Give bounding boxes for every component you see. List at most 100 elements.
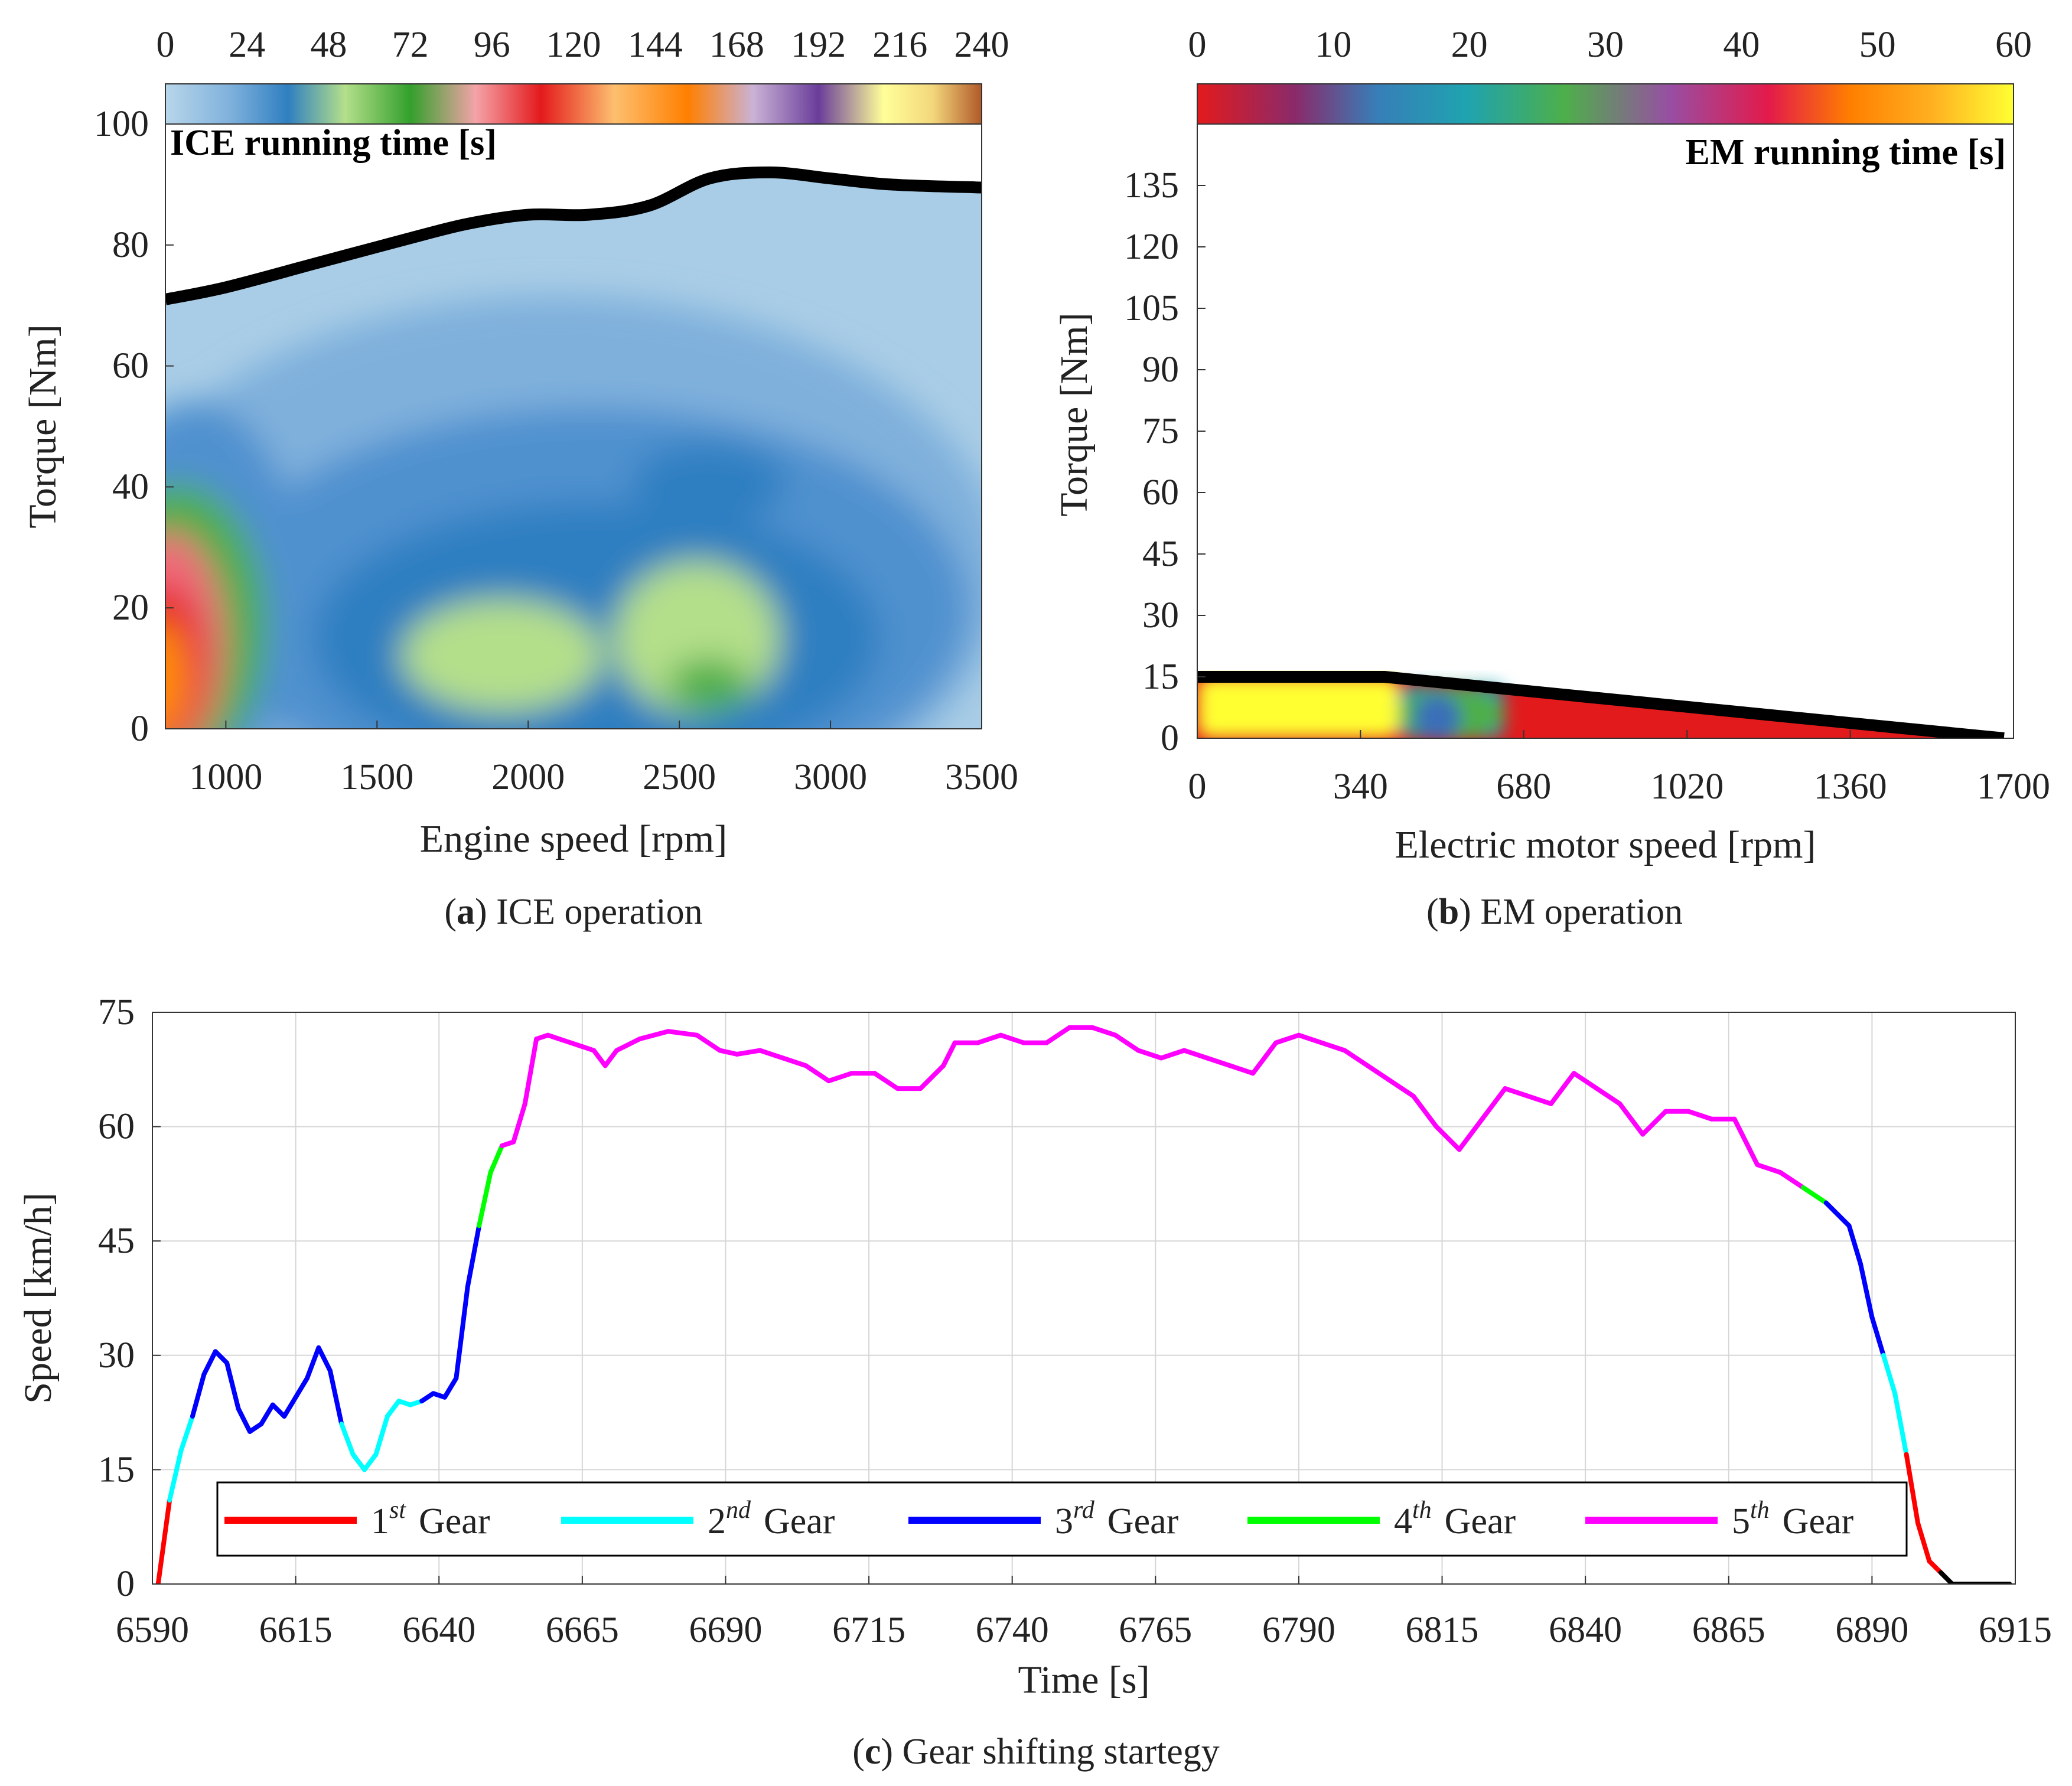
x-ticks-c: 6590 6615 6640 6665 6690 6715 6740 6765 6790 6815…	[116, 1576, 2052, 1650]
speed-segment-gear-2	[350, 1452, 367, 1472]
x-tick-label-a: 3000	[794, 757, 867, 797]
caption-c-paren-close: )	[881, 1732, 902, 1772]
x-tick-label-a: 1000	[189, 757, 262, 797]
speed-segment-gear-3	[236, 1406, 252, 1434]
speed-segment-gear-5	[1113, 1032, 1141, 1053]
y-tick-label-b: 120	[1124, 227, 1179, 267]
caption-c-paren-open: (	[852, 1732, 865, 1772]
x-tick-label-c: 6590	[116, 1610, 189, 1650]
x-tick-label-b: 1700	[1977, 767, 2050, 807]
x-label-c: Time [s]	[1018, 1658, 1149, 1702]
speed-segment-gear-3	[305, 1345, 321, 1381]
speed-segment-gear-3	[442, 1376, 459, 1400]
speed-segment-gear-5	[1732, 1116, 1760, 1168]
colorbar-a-tick-label: 120	[546, 25, 601, 65]
speed-segment-gear-5	[522, 1037, 539, 1106]
speed-segment-gear-1	[1927, 1559, 1943, 1575]
speed-segment-gear-5	[1342, 1048, 1370, 1068]
colorbar-b	[1197, 83, 2014, 125]
y-tick-label-a: 40	[112, 467, 149, 507]
speed-segment-gear-2	[167, 1448, 184, 1503]
speed-segment-gear-2	[373, 1414, 390, 1457]
contour-upper-blob	[632, 443, 786, 526]
x-tick-label-c: 6715	[832, 1610, 905, 1650]
legend-ordinal: 3	[1055, 1501, 1073, 1541]
speed-segment-gear-5	[1388, 1078, 1416, 1099]
y-tick-label-a: 20	[112, 588, 149, 628]
caption-b-text: EM operation	[1480, 892, 1683, 932]
x-tick-label-a: 2000	[491, 757, 565, 797]
y-tick-label-b: 75	[1142, 411, 1179, 451]
colorbar-a-tick-label: 48	[310, 25, 347, 65]
speed-segment-gear-5	[1273, 1032, 1301, 1045]
x-label-a: Engine speed [rpm]	[420, 817, 728, 861]
caption-c-letter: c	[865, 1732, 881, 1772]
colorbar-a-tick-label: 72	[392, 25, 429, 65]
legend-gear-word: Gear	[1445, 1501, 1516, 1541]
speed-segment-gear-3	[1858, 1261, 1875, 1320]
speed-segment-gear-5	[1594, 1086, 1623, 1106]
y-tick-label-a: 60	[112, 346, 149, 386]
speed-segment-gear-5	[1136, 1048, 1164, 1061]
speed-segment-gear-3	[293, 1376, 310, 1400]
heatmap-b-region	[1197, 677, 1399, 738]
speed-segment-gear-3	[190, 1372, 207, 1419]
x-tick-label-b: 0	[1188, 767, 1207, 807]
caption-a-text: ICE operation	[496, 892, 703, 932]
x-label-b: Electric motor speed [rpm]	[1395, 823, 1816, 866]
plot-frame-a	[165, 123, 982, 729]
legend-ordinal-suffix: rd	[1073, 1497, 1095, 1524]
speed-segment-gear-5	[975, 1032, 1004, 1045]
y-tick-label-c: 30	[98, 1335, 135, 1376]
x-tick-label-c: 6765	[1119, 1610, 1192, 1650]
legend-gear-word: Gear	[419, 1501, 490, 1541]
y-tick-label-a: 100	[94, 104, 149, 144]
colorbar-a-tick-label: 192	[791, 25, 846, 65]
colorbar-b-tick-label: 10	[1315, 25, 1351, 65]
speed-segment-gear-2	[1892, 1391, 1909, 1457]
speed-segment-gear-4	[477, 1170, 493, 1228]
contour-green-a	[402, 599, 602, 712]
speed-segment-gear-5	[614, 1037, 642, 1053]
speed-segment-gear-3	[316, 1345, 333, 1373]
inner-label-b: EM running time [s]	[1686, 132, 2006, 172]
speed-segment-gear-5	[734, 1048, 763, 1057]
x-tick-label-b: 1020	[1650, 767, 1724, 807]
speed-segment-gear-5	[1617, 1101, 1646, 1137]
y-ticks-b: 0 15 30 45 60 75 90 105 120 135	[1124, 165, 1206, 758]
speed-segment-gear-5	[1503, 1086, 1531, 1099]
speed-segment-gear-2	[1881, 1352, 1898, 1396]
speed-segment-gear-5	[1548, 1071, 1576, 1106]
heatmap-a	[165, 124, 982, 729]
speed-segment-gear-5	[511, 1101, 527, 1145]
y-tick-label-c: 15	[98, 1449, 135, 1490]
legend-ordinal: 1	[371, 1501, 389, 1541]
legend-ordinal-suffix: nd	[726, 1497, 751, 1524]
y-tick-label-a: 80	[112, 225, 149, 265]
speed-segment-gear-5	[1480, 1086, 1508, 1122]
speed-segment-gear-3	[1823, 1200, 1852, 1228]
speed-segment-gear-2	[339, 1421, 356, 1457]
x-tick-label-c: 6640	[402, 1610, 475, 1650]
contour-left-orange	[165, 621, 189, 729]
speed-segment-gear-5	[1434, 1124, 1462, 1152]
speed-segment-gear-5	[1571, 1071, 1599, 1091]
y-tick-label-b: 15	[1142, 657, 1179, 697]
speed-segment-gear-5	[1755, 1162, 1783, 1175]
x-tick-label-a: 3500	[945, 757, 1018, 797]
legend-c: 1st Gear 2nd Gear 3rd Gear 4th Gear 5th Gear	[216, 1481, 1908, 1557]
speed-segment-gear-2	[385, 1399, 402, 1419]
legend-items: 1st Gear 2nd Gear 3rd Gear 4th Gear 5th Gear	[224, 1497, 1853, 1541]
speed-segment-gear-5	[941, 1040, 957, 1068]
colorbar-a-tick-label: 144	[628, 25, 683, 65]
y-tick-label-c: 0	[116, 1564, 135, 1604]
speed-segment-gear-3	[201, 1349, 218, 1377]
x-tick-label-a: 1500	[340, 757, 413, 797]
colorbar-a-tick-label: 24	[229, 25, 265, 65]
x-tick-label-c: 6890	[1835, 1610, 1908, 1650]
caption-a: (a) ICE operation	[444, 892, 702, 932]
colorbar-b-tick-label: 30	[1587, 25, 1624, 65]
x-tick-label-c: 6840	[1549, 1610, 1622, 1650]
speed-segment-gear-5	[1090, 1025, 1118, 1038]
